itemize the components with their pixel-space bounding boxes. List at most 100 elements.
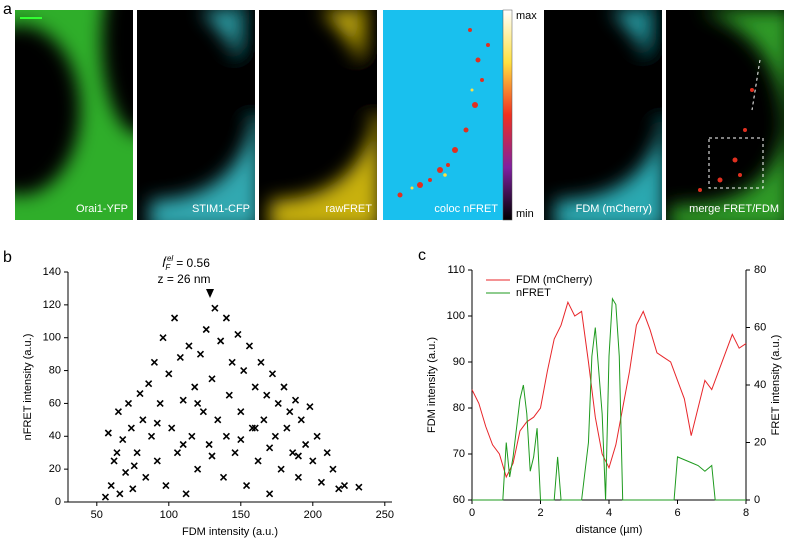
- x-axis-label: distance (µm): [576, 524, 643, 536]
- y-tick-label: 80: [453, 402, 465, 414]
- y-tick-label: 80: [49, 364, 61, 376]
- scatter-point: [153, 419, 161, 427]
- scatter-point: [136, 390, 144, 398]
- y-tick-label: 110: [447, 264, 465, 276]
- scatter-point: [228, 358, 236, 366]
- annotation-subscript: F: [165, 263, 171, 272]
- scatter-point: [245, 342, 254, 350]
- scatter-point: [222, 432, 230, 440]
- scatter-point: [122, 468, 130, 476]
- scatter-point: [355, 483, 363, 491]
- scatter-point: [179, 440, 187, 449]
- scatter-point: [101, 493, 110, 501]
- image-label: merge FRET/FDM: [689, 203, 779, 215]
- annotation-superscript: rel: [164, 254, 173, 263]
- scatter-point: [129, 485, 137, 493]
- x-tick-label: 50: [91, 509, 103, 521]
- x-tick-label: 0: [469, 507, 475, 519]
- image-label: coloc nFRET: [434, 203, 498, 215]
- scatter-point: [150, 358, 158, 366]
- scatter-point: [208, 452, 216, 460]
- y2-tick-label: 40: [754, 379, 766, 391]
- image-label: Orai1-YFP: [76, 203, 128, 215]
- scatter-point: [242, 482, 251, 490]
- annotation-symbol: I: [162, 256, 166, 270]
- scatter-point: [176, 353, 184, 361]
- y-tick-label: 90: [453, 356, 465, 368]
- scatter-point: [289, 449, 297, 457]
- y-tick-label: 100: [43, 332, 61, 344]
- legend-label: FDM (mCherry): [516, 274, 592, 286]
- scatter-point: [110, 457, 118, 465]
- scatter-point: [251, 424, 259, 432]
- scatter-point: [196, 350, 205, 358]
- scatter-point: [266, 444, 274, 452]
- scatter-point: [234, 330, 242, 338]
- scatter-point: [142, 473, 150, 481]
- colorbar-label: min: [516, 208, 534, 220]
- scatter-point: [231, 449, 239, 457]
- scatter-point: [268, 370, 277, 378]
- data-line: [472, 297, 746, 501]
- annotation: IFrel = 0.56: [162, 254, 210, 272]
- legend-label: nFRET: [516, 287, 551, 299]
- scatter-point: [208, 375, 216, 383]
- scatter-point: [302, 440, 310, 449]
- scatter-point: [237, 408, 245, 416]
- scatter-point: [225, 391, 233, 399]
- image-panel: [666, 10, 784, 220]
- scatter-point: [168, 424, 176, 432]
- scatter-point: [271, 432, 279, 440]
- x-tick-label: 8: [743, 507, 749, 519]
- scatter-point: [119, 436, 127, 444]
- image-panel: [137, 10, 255, 220]
- scatter-point: [194, 465, 202, 473]
- image-panel: [383, 9, 513, 221]
- data-line: [471, 300, 747, 479]
- scatter-point: [156, 399, 164, 407]
- scatter-point: [294, 452, 302, 460]
- scatter-point: [340, 482, 349, 490]
- scatter-point: [211, 304, 219, 312]
- colorbar-label: max: [516, 10, 537, 22]
- image-panel: [15, 10, 133, 220]
- scatter-point: [130, 462, 138, 470]
- x-tick-label: 6: [674, 507, 680, 519]
- scatter-point: [263, 391, 271, 399]
- scatter-point: [124, 399, 133, 407]
- scatter-point: [274, 399, 282, 407]
- image-panel: [544, 10, 662, 220]
- image-label: STIM1-CFP: [192, 203, 250, 215]
- scatter-point: [139, 416, 147, 424]
- image-panel: [259, 10, 377, 220]
- scatter-point: [254, 457, 262, 465]
- scatter-point: [280, 383, 288, 391]
- y-tick-label: 60: [49, 397, 61, 409]
- scatter-point: [145, 380, 153, 388]
- scatter-point: [113, 449, 121, 457]
- scatter-point: [329, 465, 337, 473]
- scatter-point: [313, 432, 321, 440]
- scatter-point: [309, 457, 317, 465]
- scatter-point: [237, 436, 245, 444]
- scatter-point: [127, 424, 135, 432]
- scatter-point: [294, 473, 302, 481]
- y2-tick-label: 20: [754, 436, 766, 448]
- scatter-point: [217, 337, 225, 345]
- scatter-point: [173, 449, 182, 457]
- scatter-point: [179, 396, 187, 404]
- y-tick-label: 120: [43, 299, 61, 311]
- y2-tick-label: 80: [754, 264, 766, 276]
- scatter-point: [251, 383, 259, 391]
- scatter-point: [260, 416, 268, 424]
- y2-axis-label: FRET intensity (a.u.): [770, 335, 782, 436]
- scatter-point: [222, 314, 230, 322]
- y2-tick-label: 60: [754, 321, 766, 333]
- x-axis-label: FDM intensity (a.u.): [182, 526, 278, 538]
- scatter-point: [205, 440, 213, 449]
- scatter-point: [306, 403, 314, 411]
- scatter-point: [199, 408, 207, 416]
- scatter-point: [214, 416, 222, 424]
